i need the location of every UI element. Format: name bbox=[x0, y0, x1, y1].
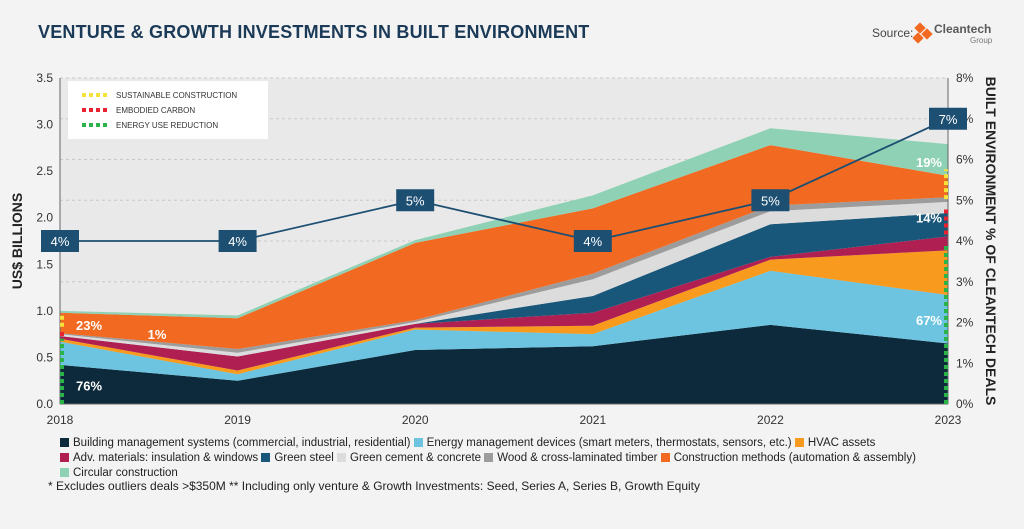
stacked-area-chart: 0.0 0.5 1.0 1.5 2.0 2.5 3.0 3.5 0% 1% 2% 3% 4% 5% 6% 7%… bbox=[9, 71, 999, 427]
y2-tick-label: 5% bbox=[956, 193, 974, 207]
percent-label: 4% bbox=[228, 234, 247, 249]
legend-swatch bbox=[60, 438, 69, 447]
percent-label: 5% bbox=[761, 193, 780, 208]
x-tick-label: 2020 bbox=[402, 413, 429, 427]
y-tick-label: 1.0 bbox=[36, 304, 53, 318]
area-series bbox=[60, 145, 948, 350]
legend-label: Wood & cross-laminated timber bbox=[497, 452, 658, 464]
share-annotation: 14% bbox=[916, 211, 942, 226]
y2-tick-label: 2% bbox=[956, 316, 974, 330]
chart-title: VENTURE & GROWTH INVESTMENTS IN BUILT EN… bbox=[38, 22, 590, 42]
legend-item: Green steel bbox=[261, 452, 334, 464]
y-tick-label: 0.5 bbox=[36, 350, 53, 364]
share-annotation: 1% bbox=[148, 327, 167, 342]
legend-item: Construction methods (automation & assem… bbox=[660, 452, 916, 464]
x-tick-label: 2023 bbox=[935, 413, 962, 427]
x-tick-label: 2022 bbox=[757, 413, 784, 427]
y2-tick-label: 3% bbox=[956, 275, 974, 289]
legend-item: Circular construction bbox=[60, 467, 178, 479]
inset-legend-item-energy: ENERGY USE REDUCTION bbox=[82, 121, 218, 130]
percent-label: 5% bbox=[406, 193, 425, 208]
legend-label: HVAC assets bbox=[807, 437, 876, 449]
legend-item: Energy management devices (smart meters,… bbox=[413, 437, 792, 449]
percent-line bbox=[60, 117, 949, 242]
y2-tick-label: 0% bbox=[956, 397, 974, 411]
legend-swatch bbox=[337, 453, 347, 462]
y2-tick-label: 6% bbox=[956, 153, 974, 167]
legend-item: Wood & cross-laminated timber bbox=[484, 452, 657, 464]
area-series bbox=[60, 236, 948, 371]
legend-label: Adv. materials: insulation & windows bbox=[73, 452, 259, 464]
percent-label: 4% bbox=[51, 234, 70, 249]
y-tick-label: 2.5 bbox=[36, 164, 53, 178]
series-legend: Building management systems (commercial,… bbox=[60, 436, 990, 481]
y2-tick-label: 1% bbox=[956, 356, 974, 370]
percent-box bbox=[396, 189, 435, 212]
area-series bbox=[60, 250, 948, 375]
share-annotation: 23% bbox=[76, 318, 102, 333]
legend-label: Construction methods (automation & assem… bbox=[673, 452, 916, 464]
x-tick-label: 2018 bbox=[47, 413, 74, 427]
legend-swatch bbox=[484, 453, 494, 462]
percent-box bbox=[929, 107, 967, 130]
legend-label: Building management systems (commercial,… bbox=[73, 437, 411, 449]
share-annotation: 76% bbox=[76, 378, 102, 393]
legend-swatch bbox=[660, 453, 670, 462]
area-series bbox=[60, 213, 948, 357]
inset-legend-item-embodied: EMBODIED CARBON bbox=[82, 106, 195, 115]
percent-label: 7% bbox=[939, 112, 958, 127]
y-tick-label: 2.0 bbox=[36, 211, 53, 225]
x-tick-label: 2019 bbox=[224, 413, 251, 427]
area-series bbox=[60, 201, 948, 357]
legend-swatch bbox=[413, 438, 423, 447]
y-tick-label: 1.5 bbox=[36, 257, 53, 271]
legend-label: Energy management devices (smart meters,… bbox=[426, 437, 792, 449]
percent-box bbox=[573, 230, 612, 252]
y2-axis-title: BUILT ENVIRONMENT % OF CLEANTECH DEALS bbox=[983, 77, 999, 406]
y-axis-title: US$ BILLIONS bbox=[9, 193, 25, 289]
legend-item: Adv. materials: insulation & windows bbox=[60, 452, 258, 464]
y2-tick-label: 4% bbox=[956, 234, 974, 248]
legend-item: Building management systems (commercial,… bbox=[60, 437, 410, 449]
legend-item: HVAC assets bbox=[794, 437, 876, 449]
footnote: * Excludes outliers deals >$350M ** Incl… bbox=[48, 479, 700, 493]
source-label: Source: bbox=[872, 26, 914, 40]
x-tick-label: 2021 bbox=[579, 413, 606, 427]
share-annotation: 67% bbox=[916, 313, 942, 328]
percent-label: 4% bbox=[583, 234, 602, 249]
legend-swatch bbox=[794, 438, 804, 447]
y-tick-label: 0.0 bbox=[36, 397, 53, 411]
legend-label: Circular construction bbox=[73, 467, 178, 479]
legend-label: Green steel bbox=[274, 452, 334, 464]
y-tick-label: 3.0 bbox=[36, 118, 53, 132]
percent-box bbox=[41, 230, 79, 252]
area-series bbox=[60, 324, 948, 404]
y-tick-label: 3.5 bbox=[36, 71, 53, 85]
inset-legend-item-sustainable: SUSTAINABLE CONSTRUCTION bbox=[82, 91, 237, 100]
percent-box bbox=[218, 230, 257, 252]
percent-box bbox=[751, 189, 790, 212]
cleantech-logo: Cleantech Group bbox=[912, 20, 1002, 48]
inset-legend: SUSTAINABLE CONSTRUCTION EMBODIED CARBON… bbox=[68, 81, 268, 139]
legend-label: Green cement & concrete bbox=[350, 452, 482, 464]
y2-tick-label: 8% bbox=[956, 71, 974, 85]
legend-swatch bbox=[60, 453, 69, 462]
legend-swatch bbox=[60, 468, 69, 477]
area-series bbox=[60, 128, 948, 319]
area-series bbox=[60, 270, 948, 381]
share-annotation: 19% bbox=[916, 155, 942, 170]
legend-item: Green cement & concrete bbox=[337, 452, 481, 464]
legend-swatch bbox=[261, 453, 271, 462]
